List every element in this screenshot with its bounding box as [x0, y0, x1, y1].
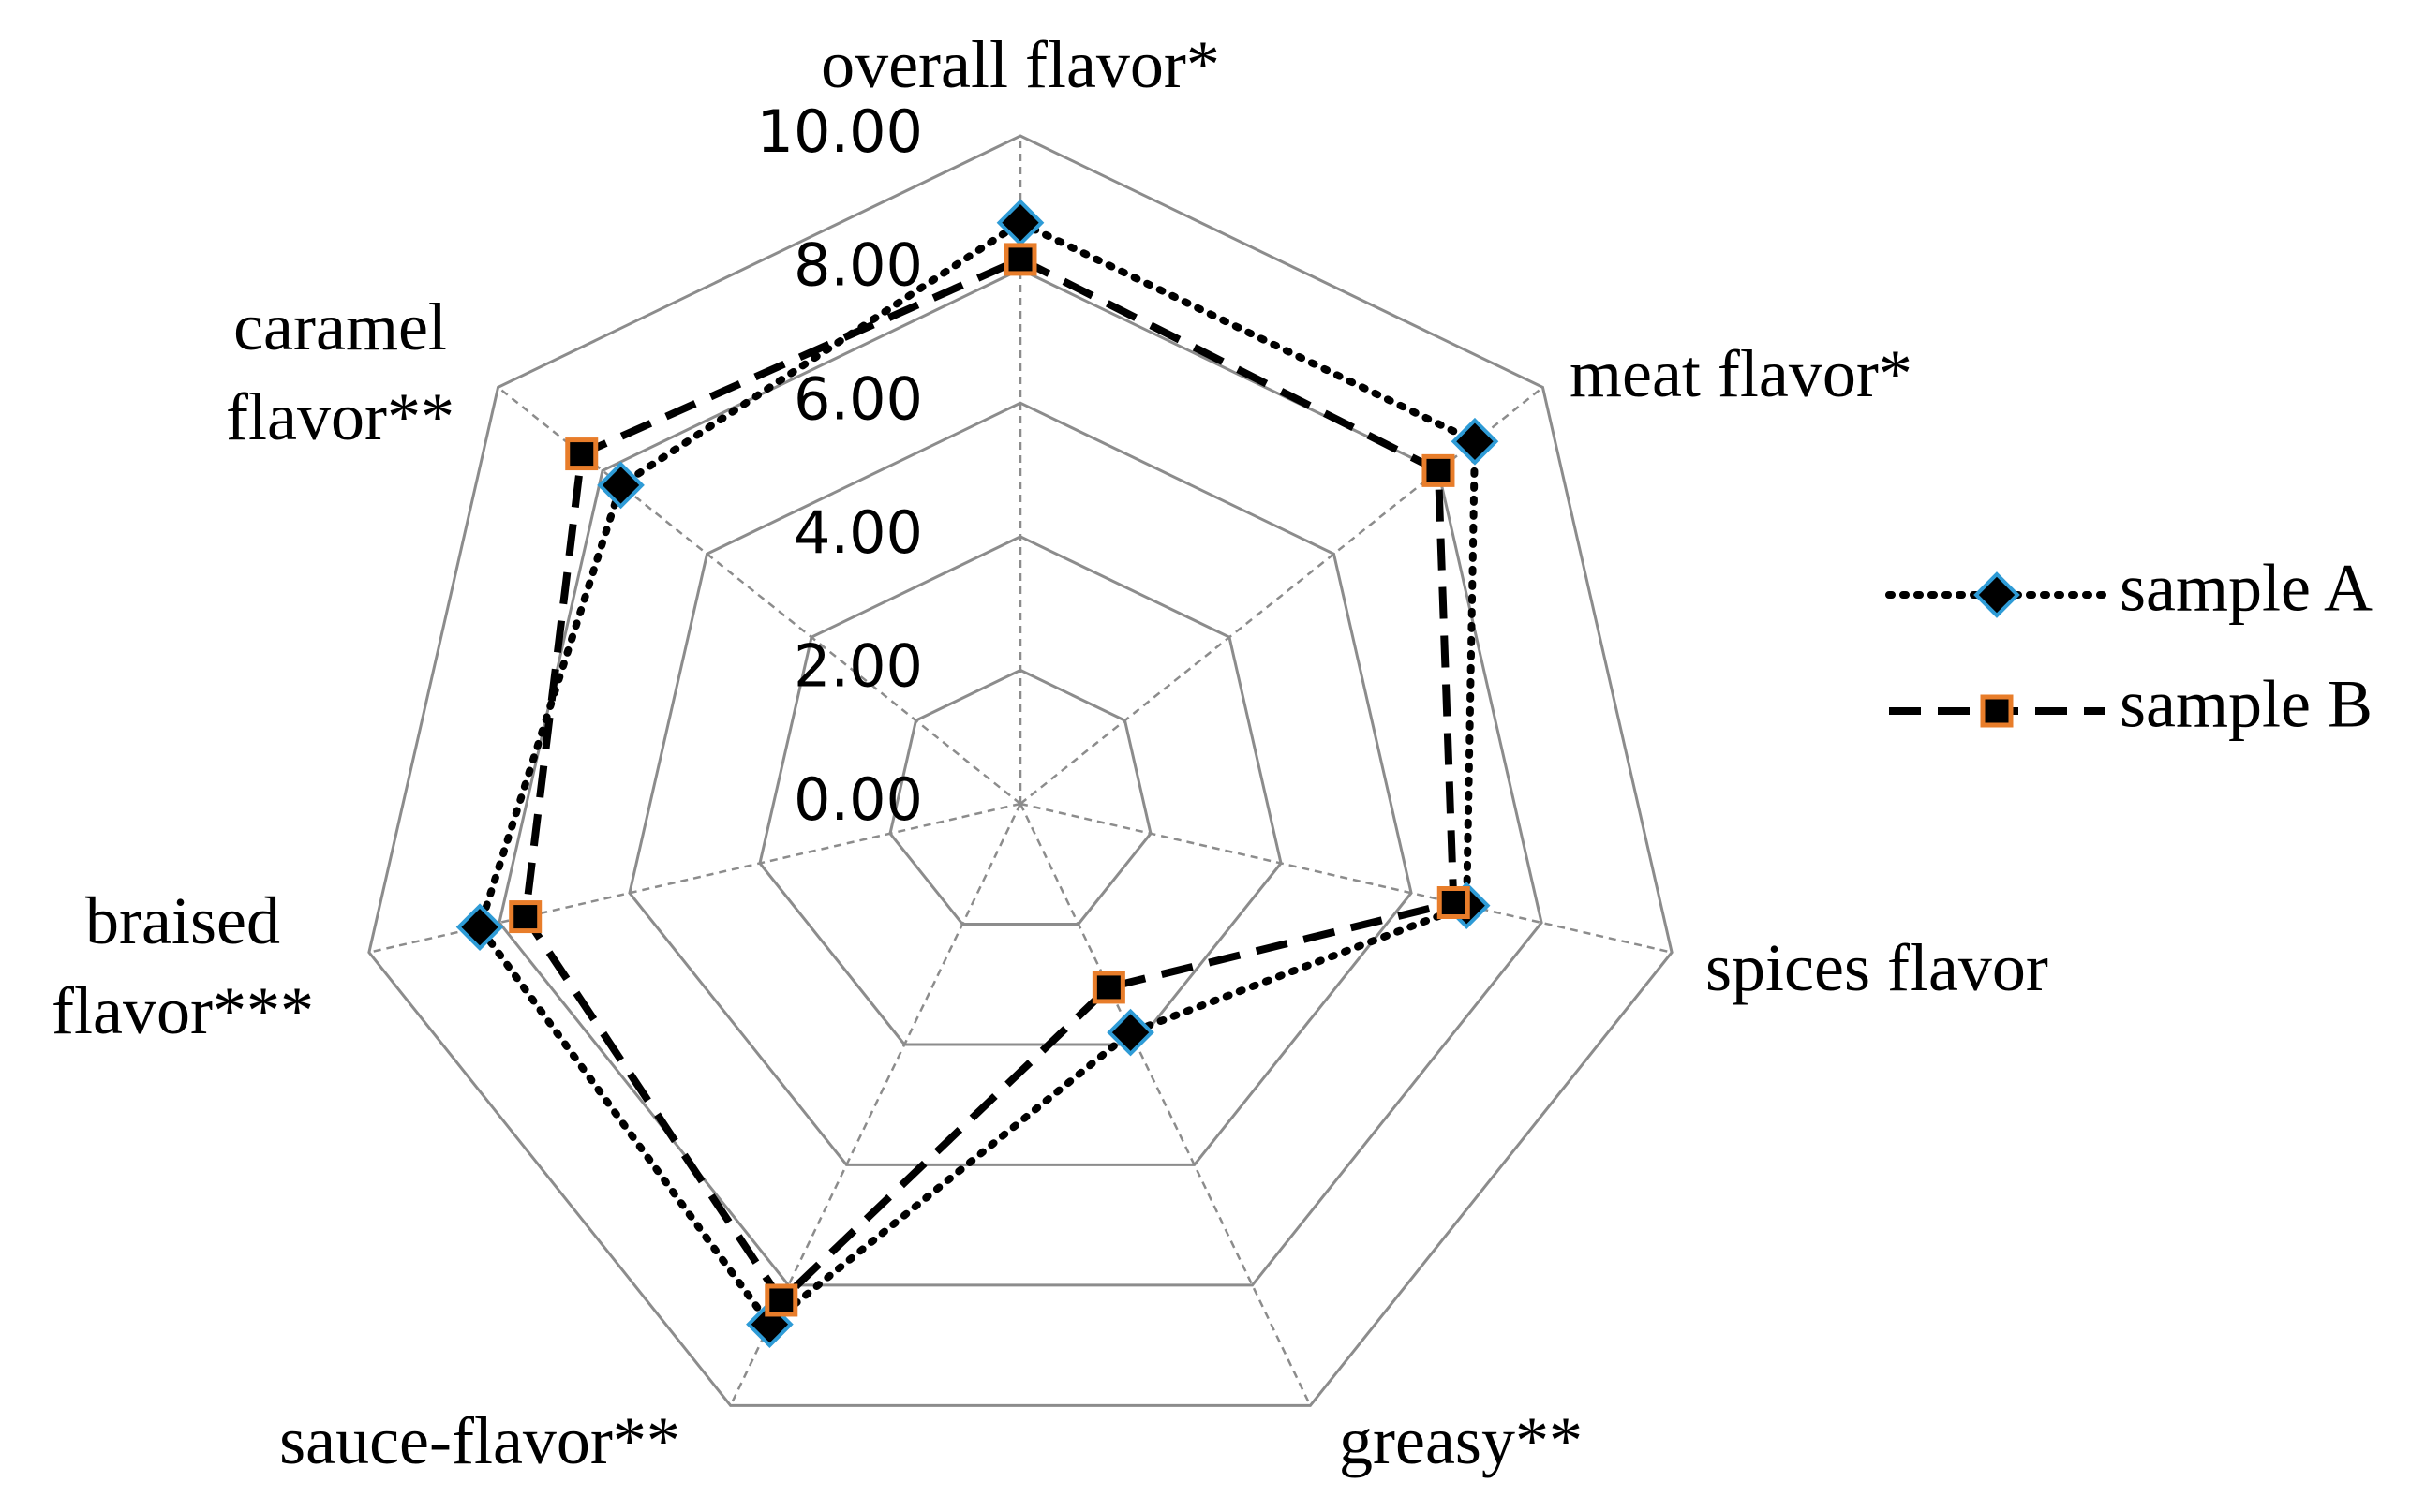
- legend-marker: [1980, 694, 2014, 728]
- series-line: [475, 218, 1480, 1330]
- legend-marker-shape: [1973, 571, 2020, 618]
- marker: [996, 199, 1045, 247]
- category-label: meat flavor*: [1570, 336, 1912, 411]
- marker: [597, 461, 645, 510]
- category-label: sauce-flavor**: [279, 1403, 680, 1478]
- series-line: [521, 255, 1458, 1307]
- grid-ring: [758, 535, 1283, 1046]
- grid-ring: [367, 134, 1674, 1407]
- legend-marker: [1973, 571, 2020, 618]
- marker: [1107, 1008, 1154, 1057]
- marker: [1092, 971, 1125, 1004]
- spoke: [1019, 803, 1312, 1406]
- category-label: overall flavor*: [821, 27, 1220, 102]
- r-tick-label: 10.00: [757, 97, 924, 166]
- r-tick-label: 6.00: [794, 364, 923, 433]
- r-tick-label: 0.00: [794, 765, 923, 834]
- grid-ring: [498, 267, 1543, 1287]
- r-tick-label: 2.00: [794, 631, 923, 700]
- marker: [1436, 886, 1470, 920]
- category-label: braised flavor***: [52, 883, 314, 1048]
- marker: [1421, 453, 1455, 487]
- marker: [509, 900, 543, 934]
- marker: [1451, 417, 1499, 466]
- marker: [1004, 243, 1037, 276]
- marker: [565, 437, 599, 471]
- marker: [455, 903, 504, 952]
- legend-label: sample B: [2120, 667, 2373, 742]
- category-label: caramel flavor**: [226, 289, 454, 454]
- grid-ring: [888, 668, 1153, 926]
- legend-label: sample A: [2120, 551, 2373, 626]
- category-label: greasy**: [1339, 1403, 1583, 1478]
- grid-ring: [628, 401, 1413, 1166]
- r-tick-label: 8.00: [794, 231, 923, 300]
- category-label: spices flavor: [1705, 930, 2048, 1005]
- marker: [765, 1283, 798, 1317]
- spoke: [1019, 802, 1673, 954]
- spoke: [1019, 386, 1544, 805]
- r-tick-label: 4.00: [794, 498, 923, 567]
- legend-marker-shape: [1980, 694, 2014, 728]
